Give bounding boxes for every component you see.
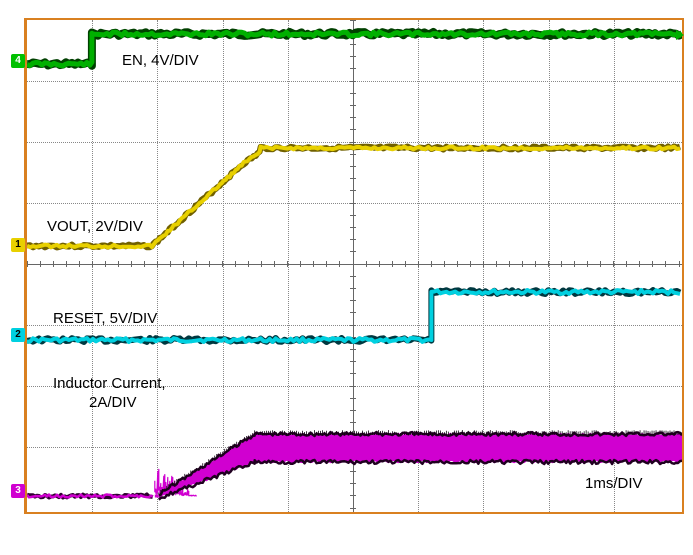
ch4-right-arrow — [676, 30, 684, 40]
label-reset: RESET, 5V/DIV — [53, 310, 157, 327]
ch2-marker: 2 — [11, 328, 25, 342]
label-inductor-2: 2A/DIV — [89, 394, 137, 411]
label-en: EN, 4V/DIV — [122, 52, 199, 69]
ch4-marker: 4 — [11, 54, 25, 68]
label-vout: VOUT, 2V/DIV — [47, 218, 143, 235]
label-inductor-1: Inductor Current, — [53, 375, 166, 392]
scope-screen: EN, 4V/DIV VOUT, 2V/DIV RESET, 5V/DIV In… — [24, 18, 684, 514]
trace-inductor — [27, 430, 682, 500]
oscilloscope-capture: EN, 4V/DIV VOUT, 2V/DIV RESET, 5V/DIV In… — [10, 10, 693, 545]
waveform-traces — [27, 20, 682, 512]
label-timebase: 1ms/DIV — [585, 475, 643, 492]
ch3-marker: 3 — [11, 484, 25, 498]
ch1-marker: 1 — [11, 238, 25, 252]
